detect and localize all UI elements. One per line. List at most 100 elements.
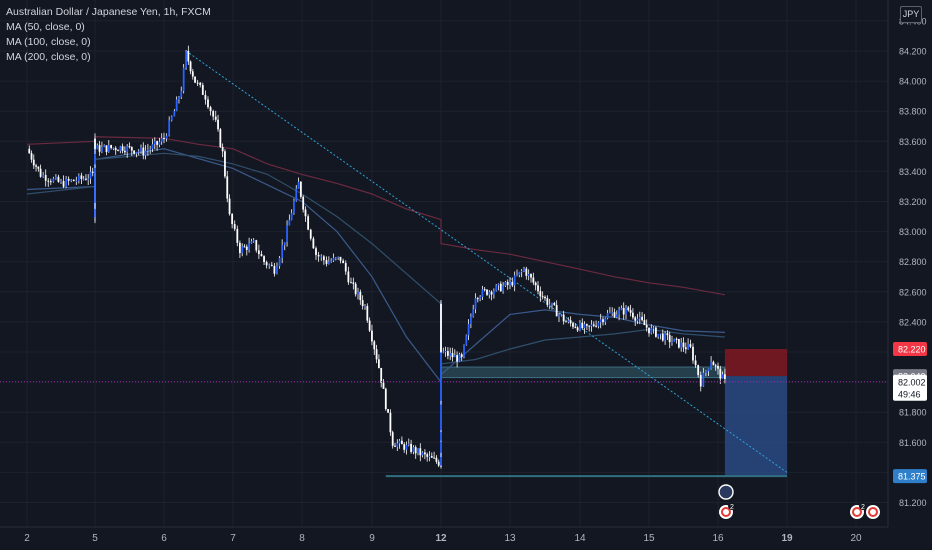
event-badge-2[interactable]: 2 [850,502,867,519]
candle-body [440,430,442,441]
candle-body [579,322,581,331]
candle-body [354,283,357,295]
candle-body [668,335,671,343]
stop-price-tag: 82.220 [898,344,926,354]
time-tick-label: 20 [850,533,862,544]
candle-body [712,361,715,366]
candle-body [278,257,281,267]
candle-body [65,178,67,187]
event-icon-ring [868,507,878,517]
currency-button[interactable]: JPY [900,6,922,23]
time-tick-label: 13 [504,533,516,544]
candle-body [389,412,392,433]
candle-body [180,91,183,98]
candle-body [702,372,705,387]
candle-body [62,180,65,187]
candle-body [532,277,535,283]
candle-body [361,300,364,307]
candle-body [44,174,47,181]
candle-body [153,141,156,145]
price-axis[interactable]: 84.40084.20084.00083.80083.60083.40083.2… [887,0,932,550]
candle-body [342,260,345,264]
candle-body [317,254,320,257]
candle-body [350,282,352,284]
ma200-line [26,136,726,296]
candle-body [583,324,586,328]
support-zone [440,366,726,379]
candle-body [569,320,572,324]
candle-body [527,274,530,276]
candle-body [474,298,477,310]
candle-body [421,452,424,456]
candle-body [410,443,412,452]
candle-body [191,71,194,77]
candle-body [483,289,486,291]
candle-body [281,245,284,258]
ma100-line [26,152,725,365]
candle-body [444,351,447,353]
candle-body [77,175,80,181]
flag-icon [718,484,734,500]
candle-body [530,274,532,278]
candle-body [560,314,563,316]
time-tick-label: 14 [574,533,586,544]
candle-body [80,175,83,179]
candle-body [714,365,717,367]
candle-body [602,319,604,323]
candle-body [368,320,371,331]
candle-body [378,359,380,368]
time-tick-label: 2 [24,533,30,544]
candle-body [541,296,544,298]
candle-body [645,324,648,328]
candle-body [35,165,37,167]
event-badge-1[interactable]: 2 [719,502,736,519]
candle-body [364,306,366,308]
time-axis[interactable]: 2 5 6 7 8 9 12 13 14 15 16 19 20 [0,526,888,550]
candle-body [252,240,255,242]
event-badge-3[interactable] [866,505,880,519]
candle-body [586,324,588,326]
price-tick-label: 81.600 [899,438,927,448]
candle-body [546,298,549,305]
candle-body [119,146,122,151]
candle-body [447,351,449,356]
candle-body [673,338,676,342]
candle-body [476,298,479,300]
symbol-title[interactable]: Australian Dollar / Japanese Yen, 1h, FX… [6,6,211,18]
candle-body [299,181,302,197]
candle-body [199,82,202,86]
candle-body [632,312,634,318]
candle-body [553,302,556,306]
candle-body [110,145,112,149]
candle-body [689,344,692,347]
candle-body [398,440,401,444]
ma200-label[interactable]: MA (200, close, 0) [6,51,91,63]
badge-count-bg [859,502,867,510]
candle-body [201,85,204,95]
candle-body [387,409,389,413]
candle-body [60,180,62,182]
candle-body [629,310,632,313]
candle-body [39,168,42,177]
candle-body [428,456,431,458]
candle-body [567,320,570,323]
candle-body [719,368,722,379]
candle-body [168,120,171,136]
candle-body [724,374,726,379]
candle-body [375,349,378,360]
candle-body [165,135,168,139]
candle-body [433,457,435,459]
candle-body [687,344,689,350]
candle-body [89,171,92,179]
ma100-label[interactable]: MA (100, close, 0) [6,36,91,48]
candle-body [581,322,584,328]
candle-body [661,333,664,341]
candle-body [625,307,627,315]
ma50-label[interactable]: MA (50, close, 0) [6,21,85,33]
candle-body [307,216,310,230]
event-flag[interactable] [718,484,734,500]
badge-count: 2 [861,504,865,511]
